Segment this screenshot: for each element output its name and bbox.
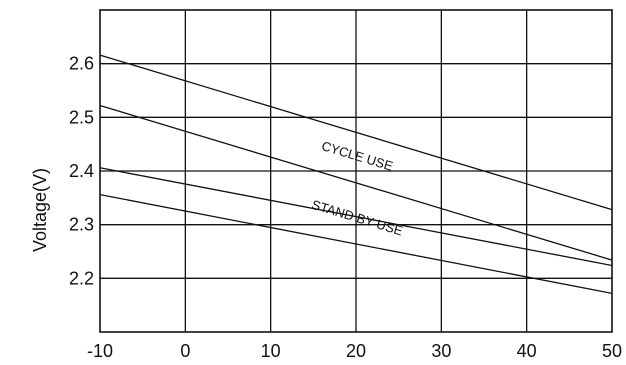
annotation-label: CYCLE USE: [320, 138, 395, 174]
x-tick-label: -10: [87, 341, 113, 361]
series-line-4: [99, 193, 613, 294]
x-tick-label: 40: [517, 341, 537, 361]
series-line-1: [99, 54, 613, 211]
x-tick-label: 50: [602, 341, 622, 361]
tick-labels: -10 0 10 20 30 40 50 2.2 2.3 2.4 2.5 2.6: [69, 54, 622, 361]
y-tick-label: 2.2: [69, 268, 94, 288]
series-line-3: [99, 167, 613, 267]
y-tick-label: 2.6: [69, 54, 94, 74]
y-tick-label: 2.5: [69, 107, 94, 127]
grid: [100, 10, 612, 332]
plot-frame: [99, 9, 613, 333]
y-tick-label: 2.4: [69, 161, 94, 181]
series-lines: [99, 54, 613, 294]
y-axis-label: Voltage(V): [30, 168, 50, 252]
y-tick-label: 2.3: [69, 215, 94, 235]
annotation-label: STAND BY USE: [310, 197, 405, 239]
x-tick-label: 10: [261, 341, 281, 361]
annotations: CYCLE USE STAND BY USE: [310, 138, 405, 238]
x-tick-label: 30: [431, 341, 451, 361]
x-tick-label: 0: [180, 341, 190, 361]
x-tick-label: 20: [346, 341, 366, 361]
series-line-2: [99, 104, 613, 261]
